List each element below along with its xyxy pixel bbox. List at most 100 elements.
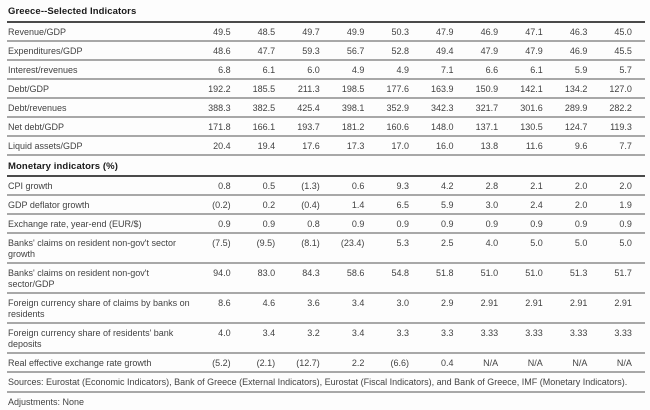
cell-value: 4.9 (396, 65, 409, 75)
cell-value: 150.9 (475, 84, 499, 94)
cell-value: N/A (572, 358, 588, 368)
cell-value: 49.9 (346, 27, 365, 37)
table-row: Real effective exchange rate growth (5.2)… (7, 354, 645, 373)
cell-value: 3.6 (307, 298, 320, 308)
cell-value: 51.3 (569, 268, 588, 278)
cell-value: 49.5 (213, 27, 231, 37)
cell-value: 59.3 (302, 46, 320, 56)
cell-value: 142.1 (520, 84, 543, 94)
cell-value: 0.8 (307, 219, 320, 229)
cell-value: 5.9 (574, 65, 588, 75)
cell-value: 2.91 (614, 298, 632, 308)
row-label: Banks' claims on resident non-gov't sect… (8, 268, 150, 289)
cell-value: 321.7 (475, 103, 499, 113)
cell-value: 5.0 (619, 238, 632, 248)
cell-value: 3.0 (485, 200, 499, 210)
cell-value: 0.9 (262, 219, 276, 229)
cell-value: 148.0 (431, 122, 454, 132)
cell-value: 6.5 (396, 200, 409, 210)
cell-value: 0.9 (441, 219, 454, 229)
cell-value: 127.0 (609, 84, 632, 94)
cell-value: 4.9 (351, 65, 365, 75)
cell-value: 3.33 (569, 328, 588, 338)
cell-value: (9.5) (256, 238, 276, 248)
cell-value: 51.7 (614, 268, 632, 278)
cell-value: 51.8 (436, 268, 454, 278)
cell-value: (23.4) (340, 238, 365, 248)
row-label: Interest/revenues (8, 65, 78, 75)
cell-value: (8.1) (301, 238, 320, 248)
table-row: Expenditures/GDP 48.6 47.7 59.3 56.7 52.8 49.4… (7, 42, 645, 61)
cell-value: 301.6 (520, 103, 543, 113)
cell-value: 6.1 (530, 65, 543, 75)
cell-value: 3.4 (262, 328, 276, 338)
cell-value: 58.6 (346, 268, 365, 278)
cell-value: 3.3 (441, 328, 454, 338)
cell-value: 192.2 (208, 84, 231, 94)
cell-value: 46.3 (569, 27, 588, 37)
row-label: Banks' claims on resident non-gov't sect… (8, 238, 177, 259)
row-label: Net debt/GDP (8, 122, 65, 132)
cell-value: 5.3 (396, 238, 409, 248)
cell-value: 11.6 (525, 141, 543, 151)
cell-value: 2.91 (525, 298, 543, 308)
row-label: Revenue/GDP (8, 27, 67, 37)
cell-value: 45.5 (614, 46, 632, 56)
cell-value: 0.2 (262, 200, 276, 210)
cell-value: 46.9 (569, 46, 588, 56)
row-label: Foreign currency share of residents' ban… (8, 328, 174, 349)
cell-value: 171.8 (208, 122, 231, 132)
table-row: CPI growth 0.8 0.5 (1.3) 0.6 9.3 4.2 2.8 2.1 2.0 2… (7, 177, 645, 196)
cell-value: 166.1 (252, 122, 276, 132)
cell-value: 2.91 (480, 298, 499, 308)
cell-value: 2.0 (574, 181, 588, 191)
cell-value: 388.3 (208, 103, 231, 113)
row-label: CPI growth (8, 181, 53, 191)
cell-value: 3.3 (396, 328, 409, 338)
cell-value: 2.8 (485, 181, 499, 191)
cell-value: 0.9 (218, 219, 231, 229)
cell-value: 124.7 (564, 122, 588, 132)
cell-value: 19.4 (257, 141, 276, 151)
cell-value: 5.0 (574, 238, 588, 248)
cell-value: 282.2 (609, 103, 632, 113)
cell-value: (5.2) (212, 358, 231, 368)
cell-value: 3.4 (351, 328, 365, 338)
cell-value: 398.1 (341, 103, 365, 113)
cell-value: 163.9 (431, 84, 454, 94)
table-row: Revenue/GDP 49.5 48.5 49.7 49.9 50.3 47.9 46.9 4… (7, 23, 645, 42)
row-label: Liquid assets/GDP (8, 141, 83, 151)
cell-value: 0.8 (218, 181, 231, 191)
cell-value: (6.6) (390, 358, 409, 368)
cell-value: 3.33 (614, 328, 632, 338)
cell-value: 137.1 (475, 122, 499, 132)
cell-value: 193.7 (297, 122, 320, 132)
cell-value: 17.6 (302, 141, 320, 151)
table-row: Net debt/GDP 171.8 166.1 193.7 181.2 160.6 148… (7, 118, 645, 137)
cell-value: 2.5 (441, 238, 454, 248)
row-label: Expenditures/GDP (8, 46, 83, 56)
cell-value: 48.6 (213, 46, 231, 56)
cell-value: 4.0 (218, 328, 231, 338)
cell-value: 3.2 (307, 328, 320, 338)
table-row: Banks' claims on resident non-gov't sect… (7, 234, 645, 264)
cell-value: 0.9 (574, 219, 588, 229)
cell-value: 3.33 (480, 328, 499, 338)
cell-value: 47.9 (525, 46, 543, 56)
row-label: GDP deflator growth (8, 200, 90, 210)
cell-value: 7.1 (441, 65, 454, 75)
cell-value: 2.4 (530, 200, 543, 210)
cell-value: 185.5 (252, 84, 276, 94)
cell-value: 1.9 (619, 200, 632, 210)
cell-value: 5.9 (441, 200, 454, 210)
cell-value: 49.4 (436, 46, 454, 56)
table-row: Exchange rate, year-end (EUR/$) 0.9 0.9 0.8… (7, 215, 645, 234)
cell-value: 177.6 (386, 84, 409, 94)
cell-value: 4.0 (485, 238, 499, 248)
cell-value: 4.6 (262, 298, 276, 308)
table-row: Debt/revenues 388.3 382.5 425.4 398.1 352.9 34… (7, 99, 645, 118)
cell-value: 51.0 (480, 268, 499, 278)
cell-value: 6.8 (218, 65, 231, 75)
cell-value: 6.0 (307, 65, 320, 75)
cell-value: 52.8 (391, 46, 409, 56)
